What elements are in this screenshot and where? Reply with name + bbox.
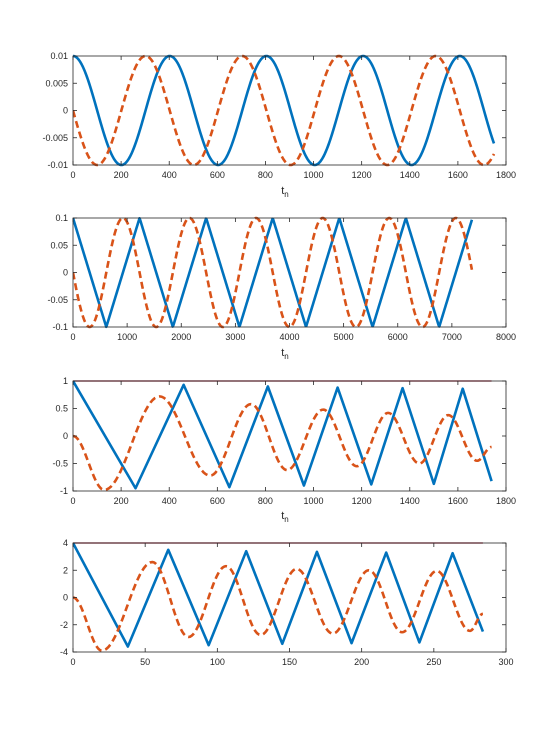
subplot-1-xlabel: tn	[281, 185, 289, 199]
subplot-4: 0 50 100 150 200 250 300 -4 -2 0 2 4	[60, 538, 514, 667]
subplot-3-ticks: 0 200 400 600 800 1000 1200 1400 1600 1800 -1 -0.5 0…	[52, 376, 516, 506]
x-tick-label: 1200	[352, 496, 372, 506]
x-tick-label: 400	[162, 496, 177, 506]
y-tick-label: 4	[63, 538, 68, 548]
y-tick-label: 0	[63, 106, 68, 116]
subplot-1-lines	[73, 54, 496, 167]
y-tick-label: 0.5	[55, 404, 68, 414]
subplot-2-ticks: 0 1000 2000 3000 4000 5000 6000 7000 8000 -0.1 -0.…	[47, 213, 516, 342]
y-tick-label: 0.1	[55, 213, 68, 223]
subplot-1: 0 200 400 600 800 1000 1200 1400 1600 1800 -0.01 -0…	[42, 51, 516, 199]
y-tick-label: -1	[60, 486, 68, 496]
y-tick-label: -0.1	[52, 322, 68, 332]
x-tick-label: 0	[70, 170, 75, 180]
y-tick-label: -4	[60, 647, 68, 657]
x-tick-label: 100	[210, 657, 225, 667]
subplot-3-series-dashed-line	[73, 395, 493, 492]
subplot-2-series-dashed-line	[73, 216, 474, 329]
x-tick-label: 400	[162, 170, 177, 180]
y-tick-label: 0	[63, 268, 68, 278]
x-tick-label: 1000	[117, 332, 137, 342]
subplot-3-series-solid-line	[73, 380, 493, 490]
x-tick-label: 4000	[279, 332, 299, 342]
subplot-4-series-solid-line	[73, 542, 485, 648]
x-tick-label: 8000	[496, 332, 516, 342]
x-tick-label: 0	[70, 332, 75, 342]
y-tick-label: -0.01	[47, 160, 68, 170]
y-tick-label: 0.005	[45, 78, 68, 88]
y-tick-label: 1	[63, 376, 68, 386]
subplot-4-ticks: 0 50 100 150 200 250 300 -4 -2 0 2 4	[60, 538, 514, 667]
y-tick-label: 0.05	[50, 240, 68, 250]
x-tick-label: 0	[70, 496, 75, 506]
x-tick-label: 7000	[442, 332, 462, 342]
subplot-3: 0 200 400 600 800 1000 1200 1400 1600 1800 -1 -0.5 0…	[52, 376, 516, 524]
y-tick-label: 0	[63, 431, 68, 441]
y-tick-label: 2	[63, 565, 68, 575]
x-tick-label: 800	[258, 496, 273, 506]
x-tick-label: 1600	[448, 170, 468, 180]
subplot-4-series-dashed-line	[73, 560, 484, 652]
subplot-3-xlabel: tn	[281, 510, 289, 524]
x-tick-label: 1000	[304, 170, 324, 180]
x-tick-label: 200	[114, 496, 129, 506]
y-tick-label: 0	[63, 593, 68, 603]
x-tick-label: 1000	[304, 496, 324, 506]
x-tick-label: 2000	[171, 332, 191, 342]
subplot-1-series-dashed-line	[73, 54, 496, 167]
subplot-2: 0 1000 2000 3000 4000 5000 6000 7000 8000 -0.1 -0.…	[47, 213, 516, 361]
x-tick-label: 6000	[388, 332, 408, 342]
x-tick-label: 1400	[400, 170, 420, 180]
y-tick-label: -0.5	[52, 459, 68, 469]
x-tick-label: 200	[354, 657, 369, 667]
x-tick-label: 5000	[334, 332, 354, 342]
x-tick-label: 1800	[496, 496, 516, 506]
subplot-2-xlabel: tn	[281, 347, 289, 361]
y-tick-label: 0.01	[50, 51, 68, 61]
x-tick-label: 0	[70, 657, 75, 667]
x-tick-label: 300	[498, 657, 513, 667]
x-tick-label: 3000	[225, 332, 245, 342]
x-tick-label: 800	[258, 170, 273, 180]
x-tick-label: 200	[114, 170, 129, 180]
subplot-1-ticks: 0 200 400 600 800 1000 1200 1400 1600 1800 -0.01 -0…	[42, 51, 516, 180]
x-tick-label: 600	[210, 170, 225, 180]
x-tick-label: 600	[210, 496, 225, 506]
x-tick-label: 250	[426, 657, 441, 667]
y-tick-label: -0.05	[47, 295, 68, 305]
x-tick-label: 150	[282, 657, 297, 667]
x-tick-label: 50	[140, 657, 150, 667]
subplot-1-series-solid-line	[73, 54, 496, 167]
x-tick-label: 1800	[496, 170, 516, 180]
y-tick-label: -2	[60, 620, 68, 630]
x-tick-label: 1600	[448, 496, 468, 506]
x-tick-label: 1400	[400, 496, 420, 506]
x-tick-label: 1200	[352, 170, 372, 180]
y-tick-label: -0.005	[42, 133, 68, 143]
